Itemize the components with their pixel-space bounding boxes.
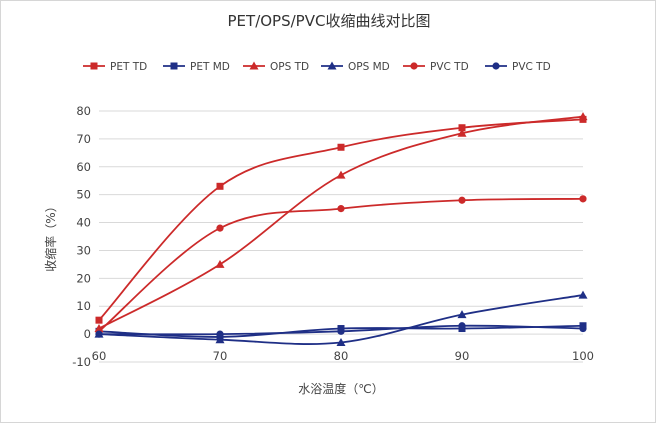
legend-marker (410, 62, 418, 70)
data-point (578, 290, 588, 299)
chart-gridlines (99, 110, 583, 363)
legend-marker (492, 62, 500, 70)
series-line (98, 294, 584, 345)
x-axis-title: 水浴温度（℃） (298, 381, 383, 396)
data-point (457, 310, 467, 319)
y-tick-label: 80 (76, 104, 91, 118)
data-point (336, 170, 346, 179)
x-tick-label: 60 (92, 349, 107, 363)
data-point (579, 195, 587, 203)
data-point (579, 324, 587, 333)
data-point (216, 182, 224, 190)
x-tick-label: 80 (334, 349, 349, 363)
legend-item: PET MD (163, 61, 230, 73)
legend-marker (249, 61, 259, 70)
data-point (216, 224, 224, 232)
y-tick-label: 50 (76, 188, 91, 202)
data-point (216, 330, 224, 338)
x-tick-label: 70 (213, 349, 228, 363)
legend-item: OPS MD (321, 61, 390, 73)
legend-marker (327, 61, 337, 70)
y-tick-label: -10 (72, 355, 91, 369)
legend-item: PVC TD (485, 61, 551, 73)
y-tick-label: 30 (76, 243, 91, 257)
chart-series (94, 112, 588, 346)
x-tick-label: 100 (572, 349, 594, 363)
legend-item: PVC TD (403, 61, 469, 73)
chart-title: PET/OPS/PVC收缩曲线对比图 (228, 12, 431, 30)
data-point (215, 259, 225, 268)
data-point (337, 327, 345, 335)
data-point (95, 316, 103, 324)
data-point (95, 330, 103, 338)
x-axis-ticks: 60 70 80 90 100 (92, 349, 594, 363)
y-tick-label: 0 (84, 327, 91, 341)
legend-marker (170, 62, 178, 70)
y-tick-label: 70 (76, 132, 91, 146)
data-point (336, 337, 346, 346)
chart-legend: PET TD PET MD OPS TD OPS MD PVC TD PVC TD (83, 61, 551, 73)
y-tick-label: 40 (76, 216, 91, 230)
series-group (95, 195, 587, 335)
x-tick-label: 90 (455, 349, 470, 363)
data-point (215, 335, 225, 344)
data-point (458, 322, 466, 330)
y-tick-label: 20 (76, 271, 91, 285)
y-tick-label: 60 (76, 160, 91, 174)
legend-item: OPS TD (243, 61, 309, 73)
series-line (98, 197, 584, 333)
legend-label: PVC TD (430, 61, 469, 73)
legend-label: OPS MD (348, 61, 390, 73)
legend-item: PET TD (83, 61, 147, 73)
legend-label: OPS TD (270, 61, 309, 73)
data-point (337, 143, 345, 151)
y-tick-label: 10 (76, 299, 91, 313)
y-axis-ticks: -10 0 10 20 30 40 50 60 70 80 (72, 104, 91, 369)
data-point (458, 124, 466, 132)
legend-marker (90, 62, 98, 70)
series-group (94, 290, 588, 346)
legend-label: PET TD (110, 61, 147, 73)
data-point (457, 128, 467, 137)
data-point (578, 112, 588, 121)
legend-label: PVC TD (512, 61, 551, 73)
y-axis-title: 收缩率（%） (43, 200, 58, 271)
data-point (337, 205, 345, 213)
series-group (95, 322, 587, 338)
legend-label: PET MD (190, 61, 230, 73)
data-point (458, 196, 466, 204)
